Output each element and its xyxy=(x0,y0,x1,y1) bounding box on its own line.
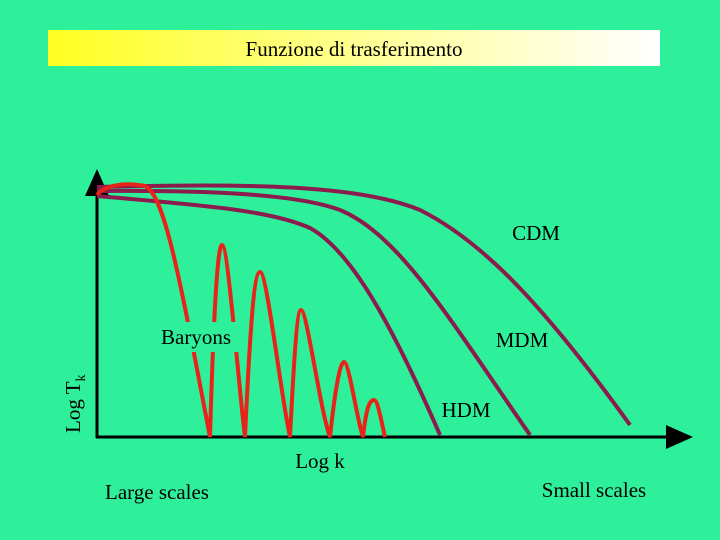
x-right-label: Small scales xyxy=(542,478,646,502)
y-label-sub: k xyxy=(74,374,89,381)
baryons-label: Baryons xyxy=(161,325,231,349)
curves xyxy=(96,183,632,437)
x-left-label: Large scales xyxy=(105,480,209,504)
cdm-label: CDM xyxy=(512,221,560,245)
baryons-label-bg xyxy=(150,322,244,352)
hdm-label: HDM xyxy=(441,398,490,422)
x-label: Log k xyxy=(295,449,345,473)
mdm-label: MDM xyxy=(496,328,549,352)
cdm-curve xyxy=(96,183,632,427)
title-box xyxy=(48,30,660,66)
title: Funzione di trasferimento xyxy=(246,37,463,61)
y-label: Log Tk xyxy=(61,374,89,433)
y-label-main: Log T xyxy=(61,381,85,433)
mdm-curve xyxy=(96,188,532,437)
hdm-curve xyxy=(96,194,442,436)
baryons-curve xyxy=(95,182,387,438)
